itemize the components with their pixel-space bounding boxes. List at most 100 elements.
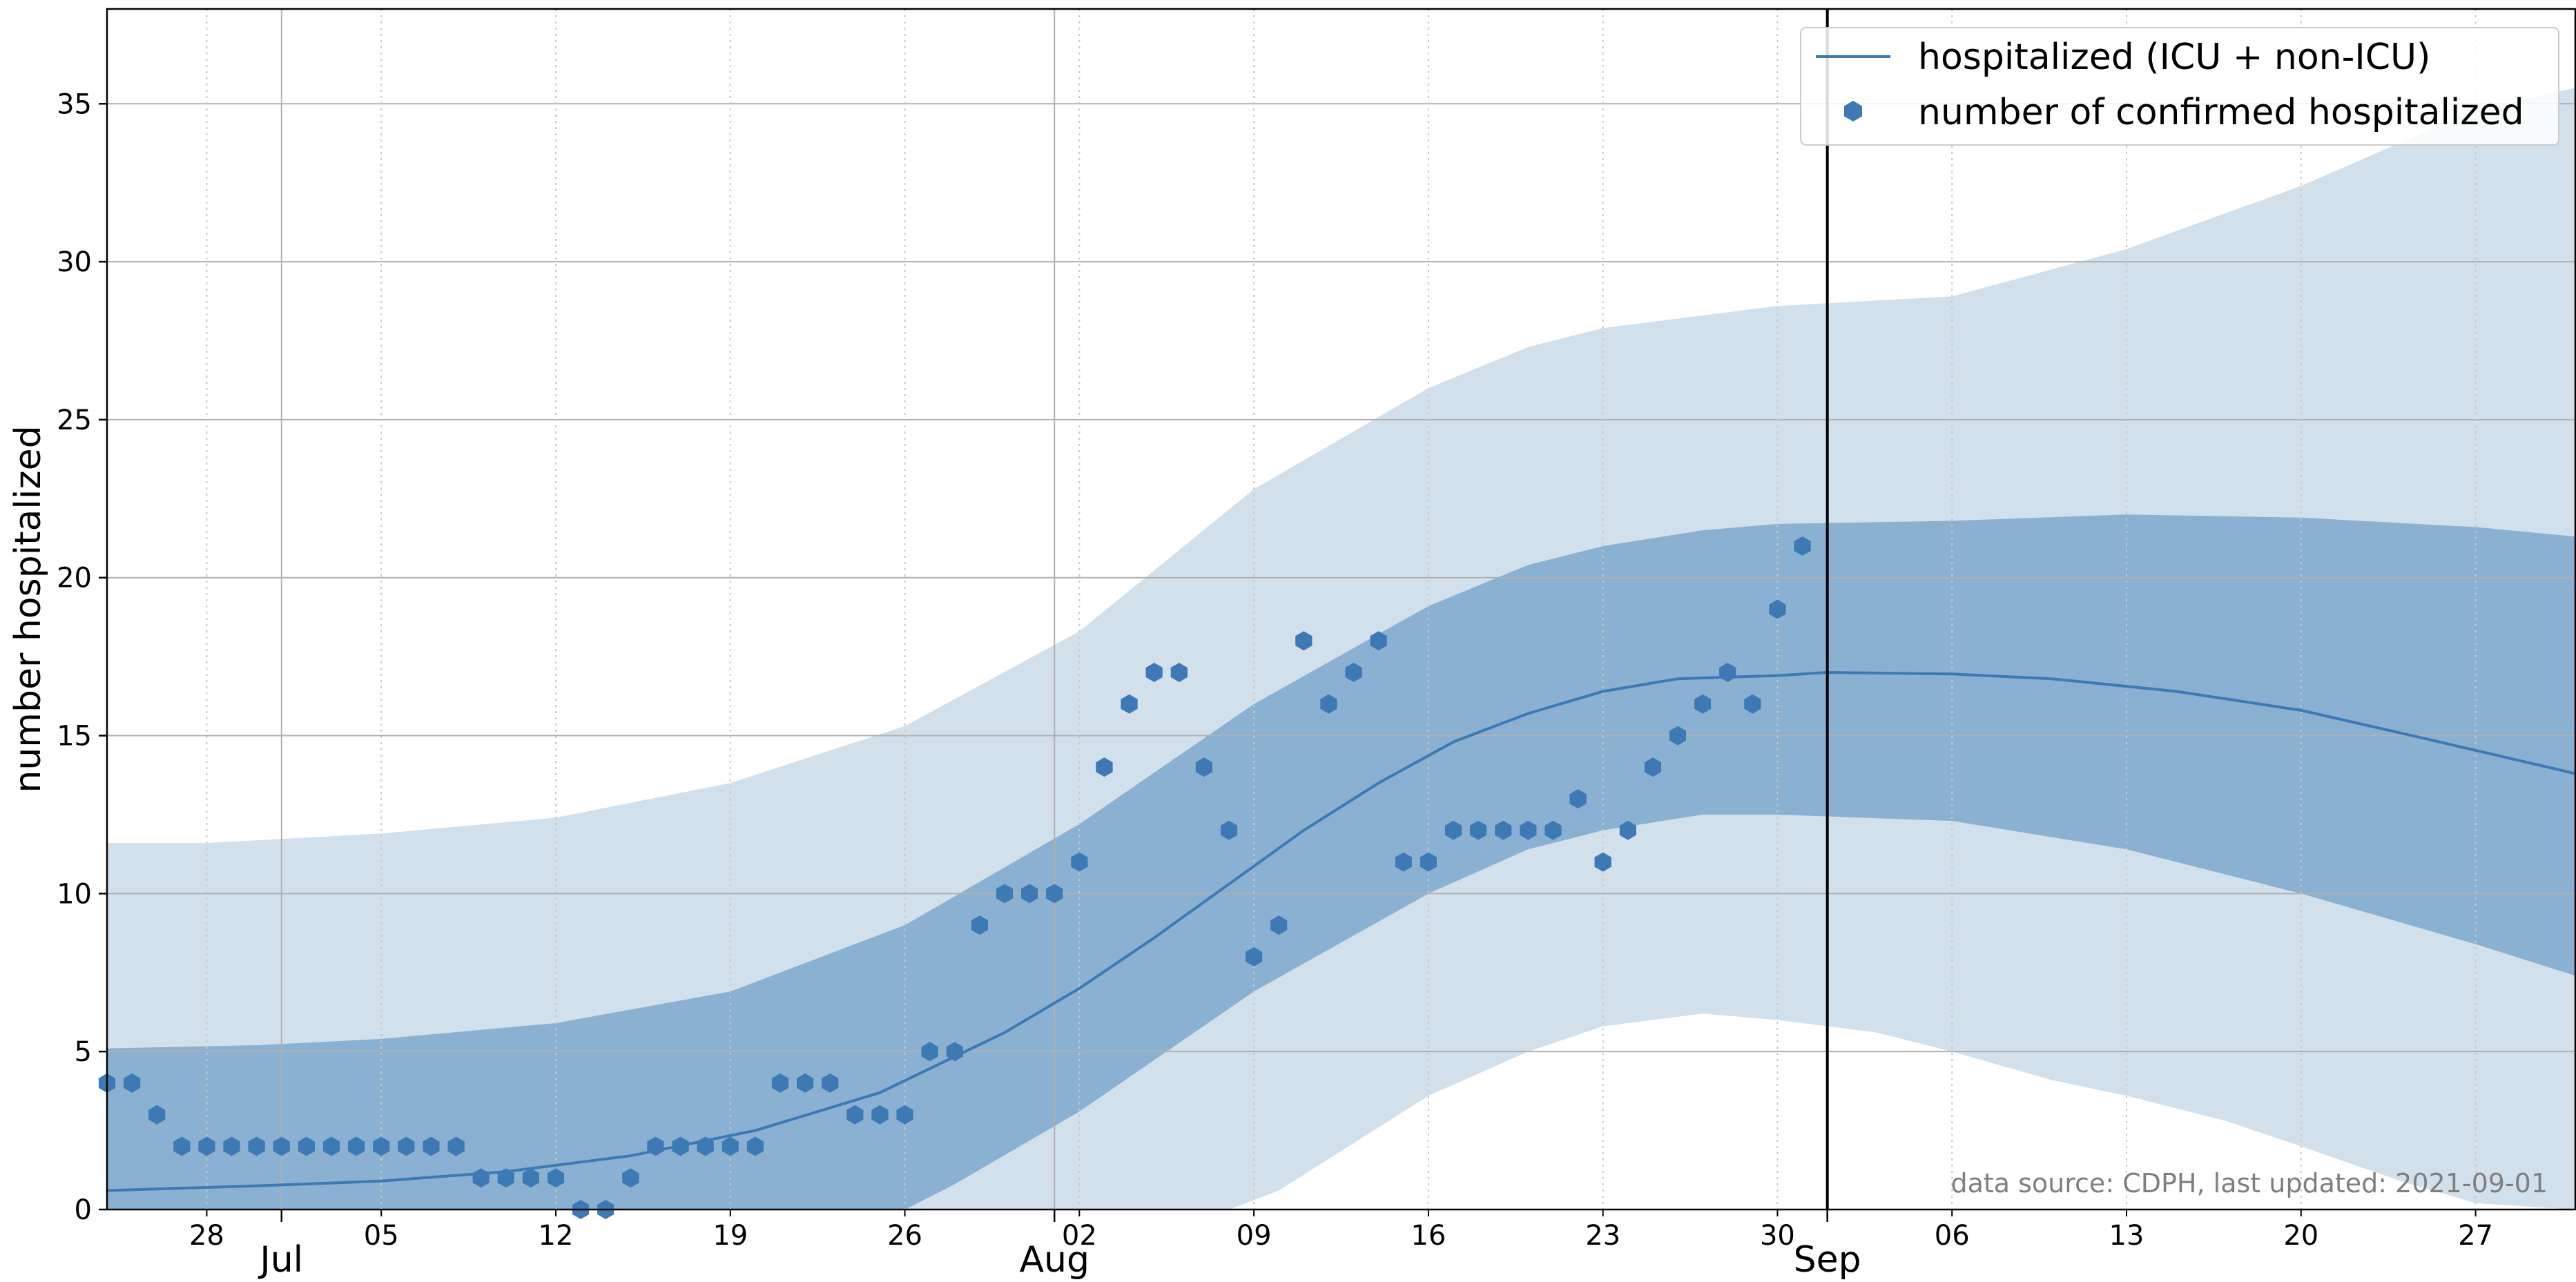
data-point <box>1195 757 1212 777</box>
data-point <box>971 915 988 935</box>
x-minor-tick-label: 19 <box>713 1220 748 1252</box>
data-point <box>1470 820 1487 840</box>
series-line <box>107 670 2575 1192</box>
data-point <box>223 1136 240 1156</box>
data-point <box>348 1136 365 1156</box>
y-tick-label: 30 <box>57 246 92 278</box>
data-point <box>148 1105 166 1125</box>
x-major-tick-label: Jul <box>258 1239 303 1281</box>
data-point <box>722 1136 739 1156</box>
x-minor-tick-label: 16 <box>1411 1220 1446 1252</box>
x-minor-tick-label: 27 <box>2458 1220 2493 1252</box>
legend-marker-swatch <box>1844 101 1862 122</box>
data-point <box>1320 694 1337 714</box>
x-minor-tick-label: 20 <box>2283 1220 2318 1252</box>
y-tick-label: 15 <box>57 721 92 752</box>
data-point <box>398 1136 415 1156</box>
data-point <box>173 1136 191 1156</box>
data-point <box>1420 852 1437 872</box>
data-point <box>622 1168 639 1188</box>
data-point <box>1520 820 1537 840</box>
data-point <box>1021 884 1038 904</box>
data-point <box>373 1136 390 1156</box>
data-point <box>1444 820 1462 840</box>
data-point <box>996 884 1014 904</box>
data-point <box>198 1136 215 1156</box>
data-point <box>1170 663 1188 682</box>
data-point <box>1694 694 1712 714</box>
data-point <box>1246 946 1263 967</box>
data-point <box>322 1136 340 1156</box>
x-minor-tick-label: 09 <box>1237 1220 1272 1252</box>
data-point <box>1071 852 1088 872</box>
band-inner <box>107 514 2575 1210</box>
data-point <box>1395 852 1412 872</box>
data-point <box>1121 694 1138 714</box>
data-point <box>1345 663 1362 682</box>
data-point <box>497 1168 514 1188</box>
x-minor-tick-label: 12 <box>539 1220 574 1252</box>
legend: hospitalized (ICU + non-ICU) number of c… <box>1800 27 2559 146</box>
data-point <box>771 1073 789 1093</box>
data-point <box>1794 536 1811 556</box>
plot-frame <box>106 8 2576 1211</box>
data-point <box>1744 694 1761 714</box>
confidence-bands <box>107 88 2575 1210</box>
data-point <box>547 1168 565 1188</box>
data-point <box>797 1073 814 1093</box>
grid-lines <box>107 9 2575 1210</box>
data-source-note: data source: CDPH, last updated: 2021-09… <box>1950 1168 2548 1198</box>
y-tick-label: 35 <box>57 88 92 120</box>
y-tick-label: 5 <box>75 1036 92 1068</box>
data-point <box>423 1136 440 1156</box>
data-point <box>1295 631 1313 651</box>
data-point <box>1719 663 1736 682</box>
legend-label-line: hospitalized (ICU + non-ICU) <box>1918 37 2430 78</box>
model-line <box>107 670 2575 1192</box>
data-point <box>822 1073 839 1093</box>
x-minor-tick-label: 13 <box>2109 1220 2144 1252</box>
legend-label-marker: number of confirmed hospitalized <box>1918 92 2524 133</box>
data-point <box>1619 820 1636 840</box>
x-minor-tick-label: 02 <box>1062 1220 1097 1252</box>
x-minor-tick-label: 30 <box>1760 1220 1795 1252</box>
y-axis-title: number hospitalized <box>8 425 49 793</box>
data-point <box>871 1105 889 1125</box>
data-point <box>921 1042 938 1062</box>
data-point <box>1096 757 1113 777</box>
legend-box <box>1800 27 2559 146</box>
data-point <box>1370 631 1387 651</box>
band-outer <box>107 88 2575 1210</box>
x-minor-tick-label: 23 <box>1585 1220 1620 1252</box>
data-point <box>273 1136 290 1156</box>
data-point <box>1270 915 1288 935</box>
data-point <box>1145 663 1163 682</box>
data-point <box>1495 820 1512 840</box>
data-point <box>1544 820 1562 840</box>
data-point <box>248 1136 265 1156</box>
data-point <box>1669 726 1687 746</box>
data-point <box>697 1136 714 1156</box>
x-minor-tick-label: 28 <box>189 1220 224 1252</box>
x-minor-tick-label: 06 <box>1935 1220 1970 1252</box>
x-major-tick-label: Sep <box>1794 1239 1861 1281</box>
data-point <box>1569 789 1587 809</box>
data-point <box>124 1073 141 1093</box>
data-point <box>1644 757 1661 777</box>
data-point <box>472 1168 490 1188</box>
y-tick-label: 25 <box>57 405 92 436</box>
data-point <box>298 1136 315 1156</box>
x-minor-tick-label: 05 <box>364 1220 399 1252</box>
x-major-tick-label: Aug <box>1019 1239 1090 1281</box>
data-point <box>896 1105 913 1125</box>
data-point <box>447 1136 465 1156</box>
y-tick-label: 10 <box>57 878 92 910</box>
y-tick-label: 0 <box>75 1194 92 1226</box>
x-minor-tick-label: 26 <box>887 1220 922 1252</box>
data-point <box>1220 820 1238 840</box>
data-point <box>846 1105 864 1125</box>
data-point <box>647 1136 664 1156</box>
data-point <box>746 1136 764 1156</box>
